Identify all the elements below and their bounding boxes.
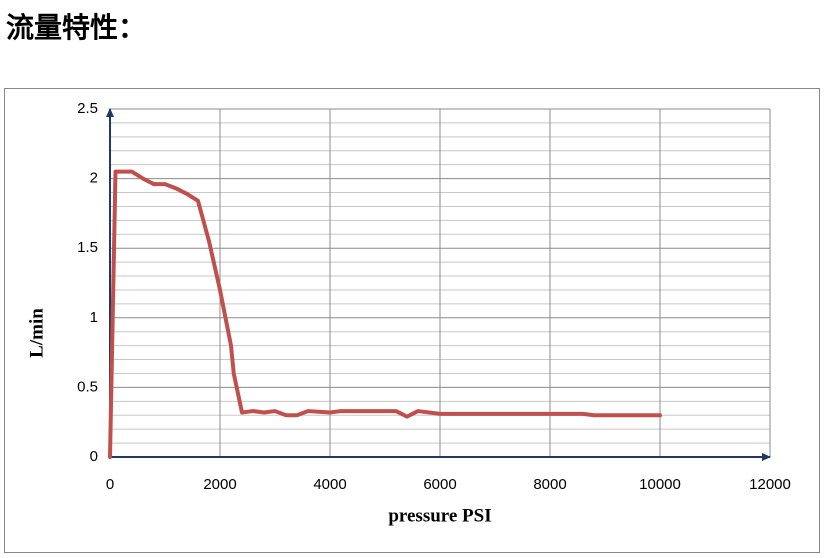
x-tick-label: 6000: [423, 476, 456, 493]
data-line: [108, 169, 662, 459]
y-tick-label: 1: [90, 309, 98, 326]
y-tick-label: 2: [90, 170, 98, 187]
x-tick-label: 0: [106, 476, 114, 493]
x-tick-label: 4000: [313, 476, 346, 493]
y-tick-label: 0.5: [77, 378, 98, 395]
x-tick-label: 12000: [749, 476, 791, 493]
y-tick-label: 2.5: [77, 100, 98, 117]
heading: 流量特性：: [6, 13, 147, 44]
x-tick-label: 2000: [203, 476, 236, 493]
chart-frame: [4, 88, 820, 553]
y-axis-title: L/min: [26, 308, 47, 358]
x-tick-label: 10000: [639, 476, 681, 493]
y-tick-label: 1.5: [77, 239, 98, 256]
y-tick-label: 0: [90, 448, 98, 465]
x-axis-title: pressure PSI: [388, 505, 491, 526]
x-tick-label: 8000: [533, 476, 566, 493]
